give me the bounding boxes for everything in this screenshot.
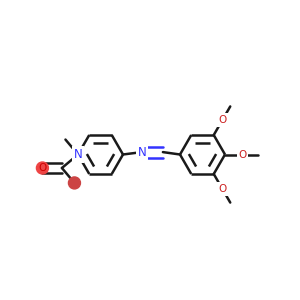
Text: O: O (218, 115, 226, 125)
Text: N: N (74, 148, 82, 161)
Text: O: O (218, 184, 226, 194)
Text: N: N (137, 146, 146, 159)
Circle shape (68, 177, 80, 189)
Text: O: O (38, 163, 46, 173)
Text: N: N (137, 146, 146, 159)
Text: O: O (238, 149, 247, 160)
Circle shape (36, 162, 48, 174)
Text: N: N (74, 148, 82, 161)
